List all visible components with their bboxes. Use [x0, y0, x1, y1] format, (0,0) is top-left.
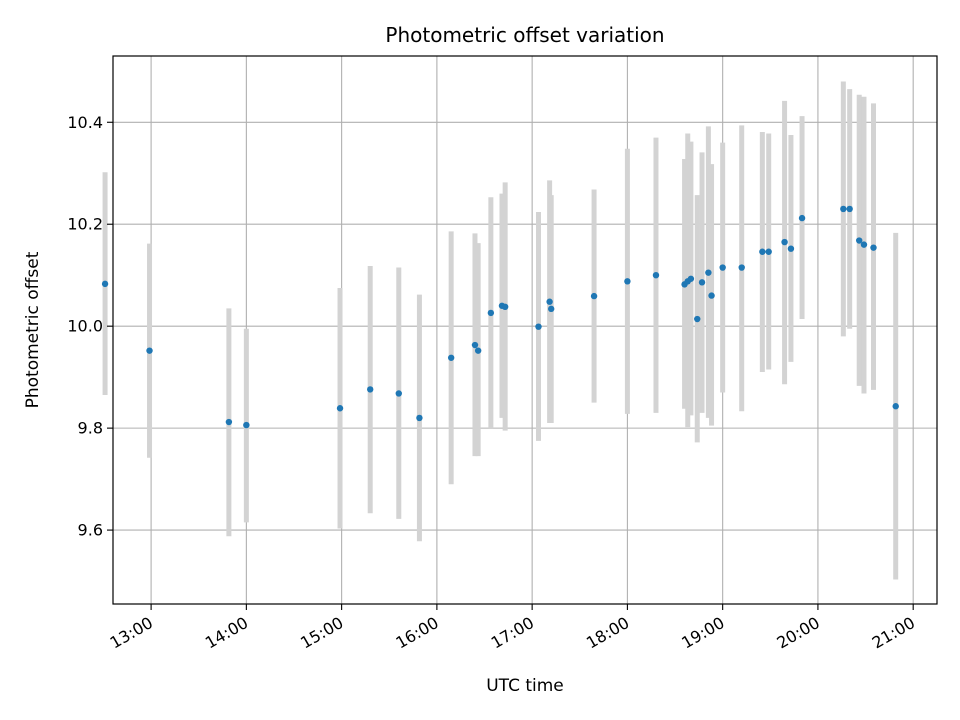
data-point: [101, 280, 109, 288]
data-point: [590, 292, 598, 300]
data-point: [395, 390, 402, 397]
plot-frame: [112, 55, 938, 605]
data-point: [474, 347, 482, 354]
data-point: [487, 309, 495, 317]
data-point: [708, 292, 715, 299]
y-axis-label: Photometric offset: [23, 251, 43, 408]
grid-lines: [113, 56, 937, 604]
x-tick-label: 13:00: [107, 613, 156, 653]
data-point: [367, 386, 374, 393]
y-tick-label: 10.4: [67, 113, 103, 132]
chart-title: Photometric offset variation: [385, 23, 664, 47]
x-tick-label: 19:00: [678, 613, 727, 653]
data-point: [840, 205, 847, 213]
data-point: [870, 244, 877, 251]
data-point: [694, 315, 701, 323]
data-point: [705, 269, 712, 276]
error-bars: [102, 81, 899, 580]
y-tick-label: 10.2: [67, 215, 103, 234]
data-point: [892, 403, 899, 410]
data-point: [765, 248, 772, 255]
data-point: [243, 421, 250, 429]
data-point: [856, 237, 863, 244]
data-point: [471, 341, 479, 349]
data-point: [501, 303, 509, 311]
data-point: [146, 347, 153, 354]
x-tick-label: 17:00: [488, 613, 537, 653]
data-point: [225, 418, 233, 426]
data-point: [738, 264, 745, 271]
x-tick-label: 15:00: [297, 613, 346, 653]
data-point: [798, 214, 806, 222]
x-axis-label: UTC time: [486, 676, 564, 696]
data-point: [535, 323, 542, 330]
data-point: [652, 272, 660, 279]
x-tick-label: 18:00: [583, 613, 632, 653]
y-tick-label: 10.0: [67, 317, 103, 336]
data-point: [416, 414, 423, 422]
x-tick-label: 14:00: [202, 613, 251, 653]
data-point: [781, 238, 788, 246]
data-point: [447, 354, 455, 361]
data-point: [336, 405, 344, 412]
data-point: [860, 241, 868, 248]
x-tick-label: 21:00: [869, 613, 918, 653]
data-point: [759, 248, 766, 255]
y-tick-label: 9.8: [78, 419, 103, 438]
y-tick-label: 9.6: [78, 521, 103, 540]
data-point: [787, 245, 795, 252]
x-tick-label: 20:00: [773, 613, 822, 653]
data-point: [687, 275, 695, 282]
y-axis-ticks: 9.6 9.8 10.0 10.2 10.4: [67, 113, 113, 540]
x-axis-ticks: 13:00 14:00 15:00 16:00 17:00 18:00 19:00 20:00…: [107, 604, 918, 653]
data-point: [624, 278, 631, 285]
data-points: [101, 205, 899, 429]
data-point: [719, 264, 726, 271]
data-point: [698, 279, 706, 286]
data-point: [547, 305, 555, 313]
data-point: [846, 205, 853, 213]
x-tick-label: 16:00: [392, 613, 441, 653]
data-point: [546, 298, 553, 305]
